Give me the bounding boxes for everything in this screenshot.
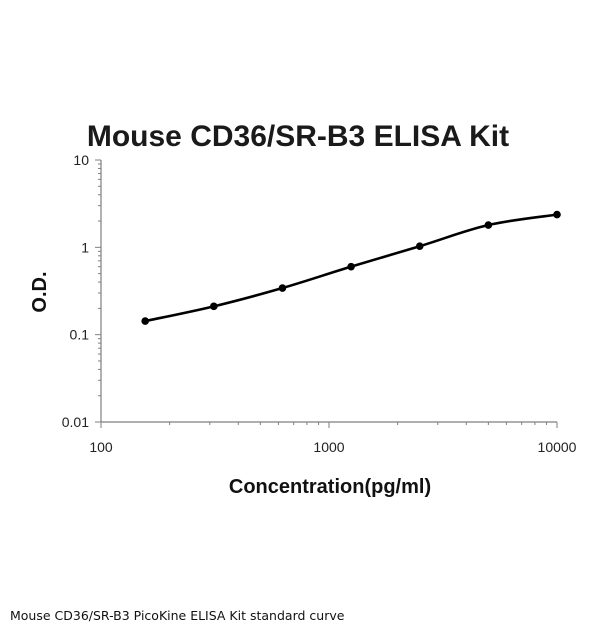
x-tick-label: 100 [89,439,113,455]
x-tick-label: 1000 [313,439,344,455]
data-point [415,242,424,251]
y-tick-label: 0.1 [70,327,90,343]
y-tick-label: 10 [73,152,89,168]
data-point [484,221,493,229]
figure-caption: Mouse CD36/SR-B3 PicoKine ELISA Kit stan… [10,608,345,623]
elisa-standard-curve-chart: Mouse CD36/SR-B3 ELISA Kit 0.01 0.1 1 10 100… [29,120,577,498]
chart-title: Mouse CD36/SR-B3 ELISA Kit [87,120,509,153]
data-point [210,302,218,311]
tick-labels: 0.01 0.1 1 10 100 1000 10000 [62,152,577,455]
data-point [553,210,561,219]
y-tick-label: 0.01 [62,414,89,430]
series-points [141,210,561,325]
x-axis-label: Concentration(pg/ml) [229,476,431,498]
y-tick-label: 1 [81,239,89,255]
x-tick-label: 10000 [538,439,577,455]
y-axis-label: O.D. [29,271,51,312]
data-point [278,284,287,292]
axes [95,159,558,428]
data-point [347,262,355,271]
data-point [141,317,149,325]
